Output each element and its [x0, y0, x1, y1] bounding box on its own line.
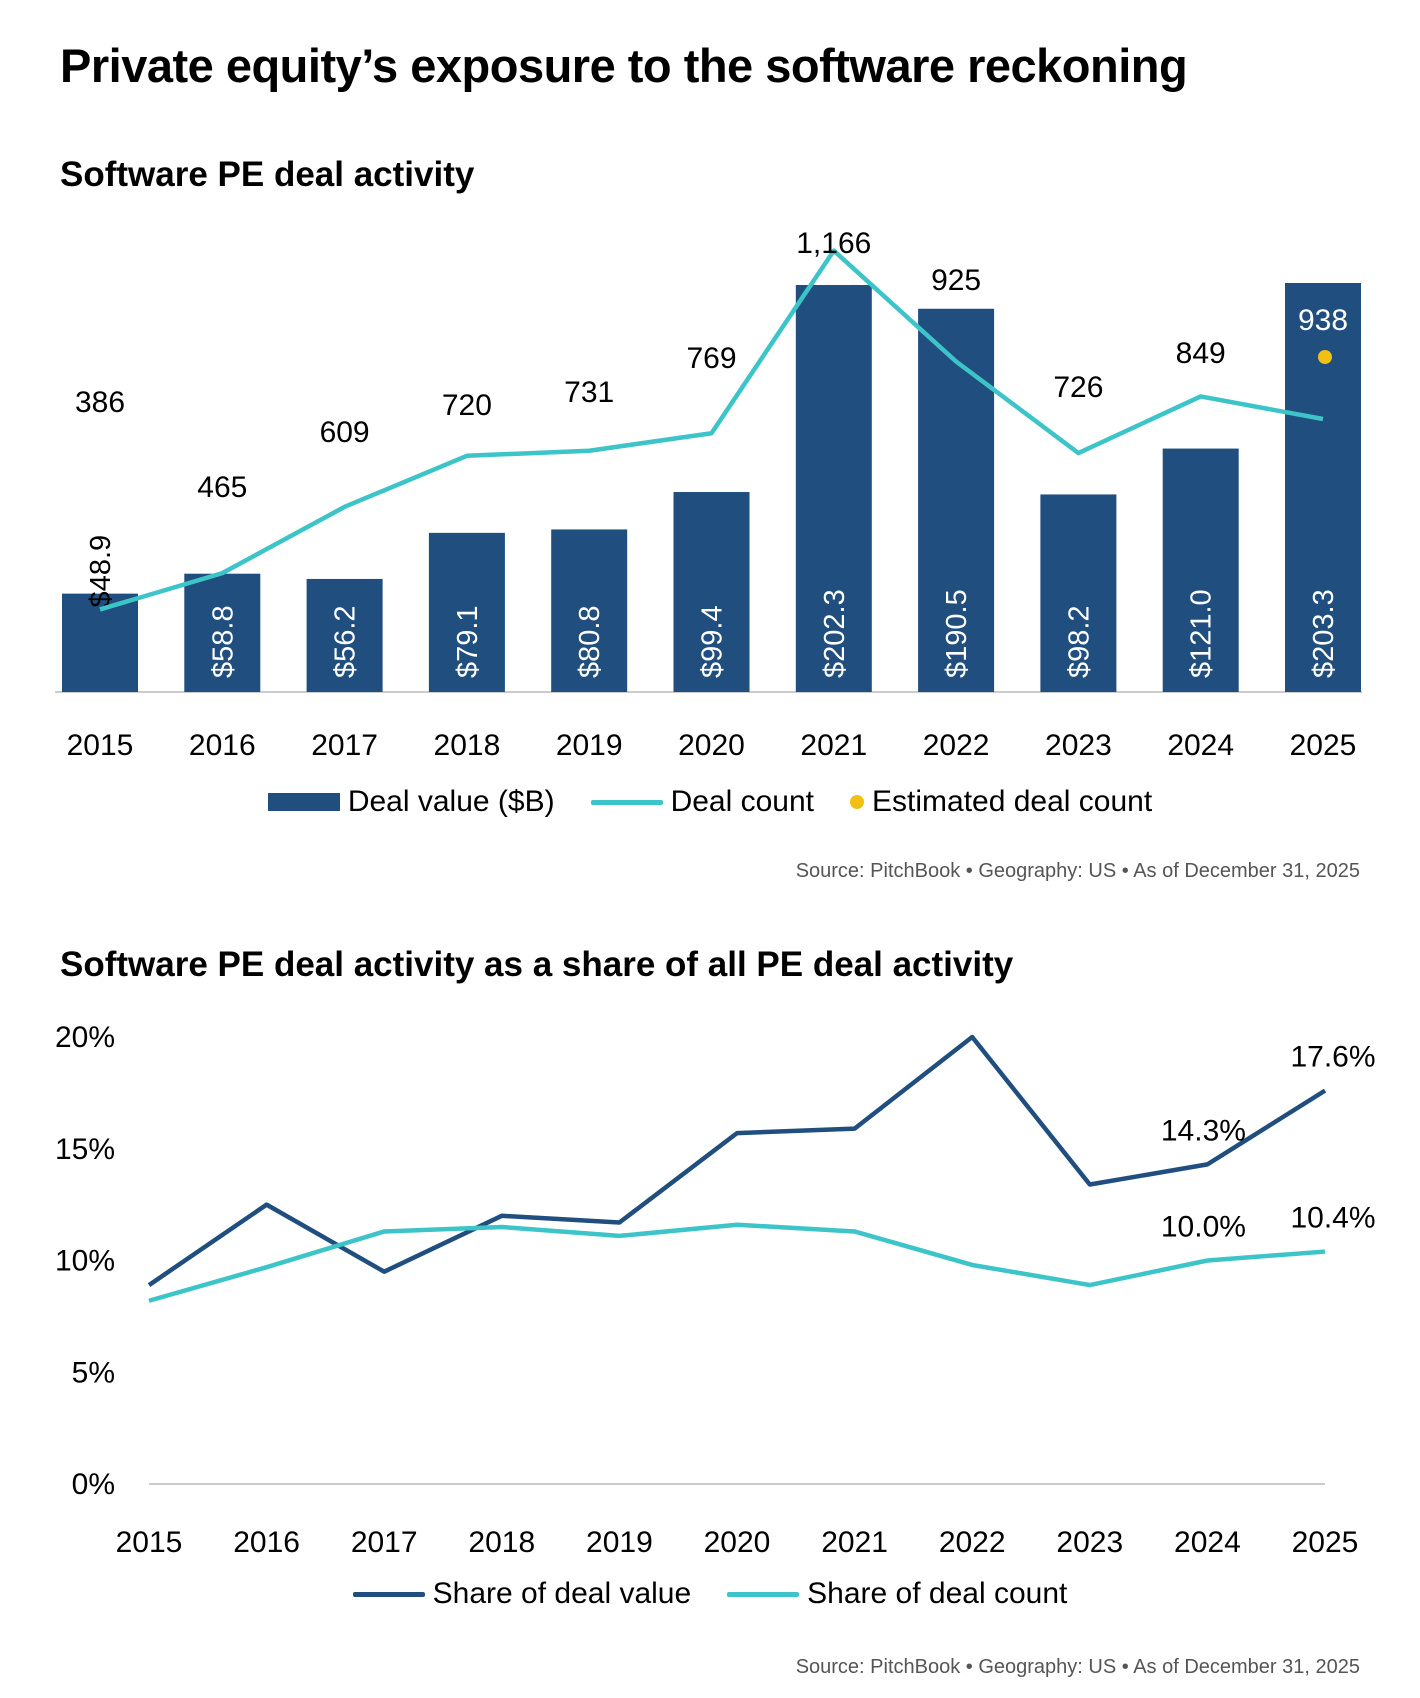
- deal-count-label: 1,166: [796, 227, 871, 260]
- share-deal-count-line: [148, 1222, 1326, 1303]
- bar-value-label: $98.2: [1063, 605, 1095, 678]
- deal-count-label: 465: [197, 471, 247, 504]
- legend-label: Deal value ($B): [347, 785, 555, 818]
- x-tick-label: 2015: [67, 729, 134, 762]
- bar-value-label: $203.3: [1308, 589, 1340, 678]
- y-tick-label: 10%: [55, 1245, 115, 1278]
- bar-value-label: $48.9: [85, 535, 117, 608]
- deal-count-label: 720: [442, 389, 492, 422]
- x-tick-label: 2016: [233, 1526, 300, 1559]
- legend-swatch-line: [352, 1591, 425, 1597]
- bar-value-label: $79.1: [452, 605, 484, 678]
- legend-deal-count: Deal count: [590, 785, 815, 819]
- x-tick-label: 2017: [311, 729, 378, 762]
- bar-deal-value: [1040, 494, 1117, 692]
- bar-value-label: $99.4: [697, 605, 729, 678]
- chart2-legend: Share of deal value Share of deal count: [0, 1577, 1420, 1611]
- estimated-deal-count-point: [1318, 350, 1332, 364]
- x-tick-label: 2022: [939, 1526, 1006, 1559]
- legend-estimated-deal-count: Estimated deal count: [850, 785, 1152, 819]
- deal-count-label: 849: [1176, 337, 1226, 370]
- x-tick-label: 2020: [678, 729, 745, 762]
- legend-label: Estimated deal count: [872, 785, 1153, 818]
- share-annotation-label: 10.0%: [1161, 1211, 1246, 1244]
- deal-count-label: 925: [931, 264, 981, 297]
- x-tick-label: 2017: [351, 1526, 418, 1559]
- y-tick-label: 0%: [72, 1468, 115, 1501]
- deal-count-label: 609: [320, 416, 370, 449]
- share-annotation-label: 14.3%: [1161, 1114, 1246, 1147]
- deal-activity-chart: 2015 $48.9 2016 $58.8 2017 $56.2 2018 $79.1 2019…: [55, 227, 1362, 762]
- bar-deal-value: [918, 308, 995, 692]
- x-tick-label: 2025: [1292, 1526, 1359, 1559]
- deal-count-label: 386: [75, 386, 125, 419]
- x-tick-label: 2021: [800, 729, 867, 762]
- bar-deal-value: [673, 492, 750, 692]
- legend-swatch-bar: [267, 793, 340, 811]
- x-tick-label: 2019: [586, 1526, 653, 1559]
- bar-value-label: $80.8: [574, 605, 606, 678]
- legend-swatch-line: [727, 1591, 800, 1597]
- bar-deal-value: [551, 529, 628, 692]
- x-tick-label: 2015: [116, 1526, 183, 1559]
- bar-value-label: $190.5: [941, 589, 973, 678]
- x-tick-label: 2024: [1174, 1526, 1241, 1559]
- bar-deal-value: [428, 532, 505, 692]
- y-tick-label: 20%: [55, 1021, 115, 1054]
- legend-deal-value: Deal value ($B): [267, 785, 555, 819]
- bar-deal-value: [184, 573, 261, 692]
- legend-swatch-dot: [850, 795, 865, 809]
- x-tick-label: 2023: [1045, 729, 1112, 762]
- share-deal-value-line: [147, 1034, 1327, 1287]
- legend-label: Deal count: [670, 785, 815, 818]
- deal-count-label: 731: [564, 376, 614, 409]
- x-tick-label: 2021: [821, 1526, 888, 1559]
- legend-label: Share of deal count: [807, 1577, 1068, 1610]
- chart1-title: Software PE deal activity: [60, 155, 475, 194]
- bar-value-label: $58.8: [207, 605, 239, 678]
- legend-label: Share of deal value: [432, 1577, 692, 1610]
- x-tick-label: 2023: [1056, 1526, 1123, 1559]
- bar-deal-value: [62, 593, 138, 692]
- x-tick-label: 2020: [704, 1526, 771, 1559]
- chart2-title: Software PE deal activity as a share of …: [60, 945, 1014, 984]
- x-tick-label: 2025: [1290, 729, 1357, 762]
- share-annotation-label: 10.4%: [1290, 1202, 1375, 1235]
- legend-swatch-line: [590, 799, 663, 805]
- bar-deal-value: [795, 285, 872, 692]
- chart1-legend: Deal value ($B) Deal count Estimated dea…: [0, 785, 1420, 819]
- deal-count-line: [99, 248, 1324, 612]
- bar-deal-value: [306, 578, 383, 692]
- share-annotation-label: 17.6%: [1290, 1041, 1375, 1074]
- deal-count-label: 726: [1053, 371, 1103, 404]
- y-tick-label: 15%: [55, 1133, 115, 1166]
- x-tick-label: 2022: [923, 729, 990, 762]
- x-tick-label: 2024: [1167, 729, 1234, 762]
- share-chart: 0% 5% 10% 15% 20% 2015 2016 2017 2018 2019 2020 202…: [55, 1021, 1376, 1559]
- bar-value-label: $56.2: [330, 605, 362, 678]
- deal-count-label: 938: [1298, 304, 1348, 337]
- y-tick-label: 5%: [72, 1356, 115, 1389]
- x-tick-label: 2019: [556, 729, 623, 762]
- x-tick-label: 2016: [189, 729, 256, 762]
- bar-deal-value: [1162, 448, 1239, 692]
- bar-value-label: $202.3: [819, 589, 851, 678]
- legend-share-value: Share of deal value: [352, 1577, 692, 1611]
- page-title: Private equity’s exposure to the softwar…: [60, 39, 1188, 92]
- chart2-source: Source: PitchBook • Geography: US • As o…: [795, 1656, 1360, 1678]
- legend-share-count: Share of deal count: [727, 1577, 1067, 1611]
- chart1-source: Source: PitchBook • Geography: US • As o…: [795, 860, 1360, 882]
- x-tick-label: 2018: [468, 1526, 535, 1559]
- bar-value-label: $121.0: [1186, 589, 1218, 678]
- x-tick-label: 2018: [434, 729, 501, 762]
- deal-count-label: 769: [686, 342, 736, 375]
